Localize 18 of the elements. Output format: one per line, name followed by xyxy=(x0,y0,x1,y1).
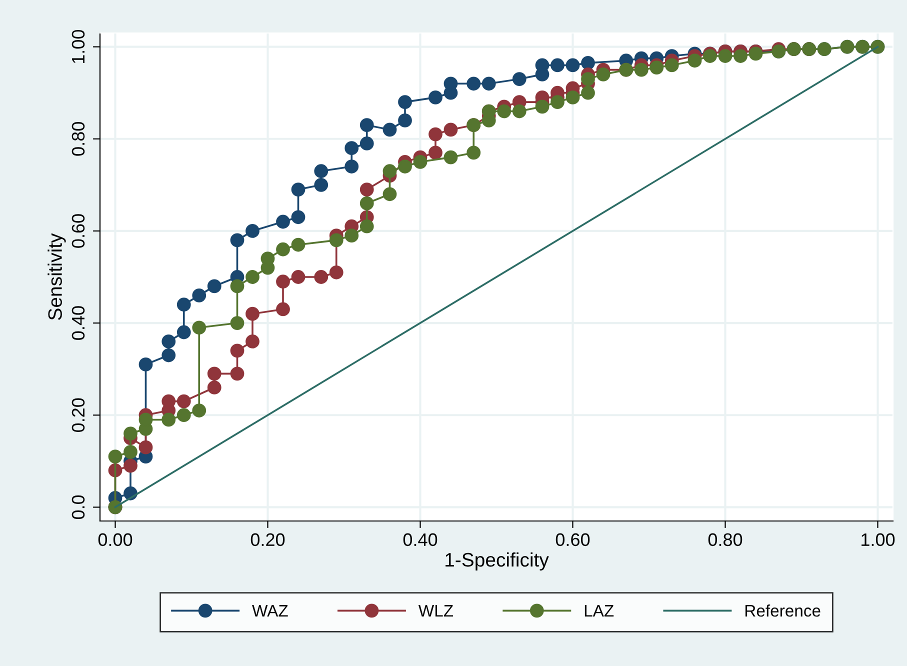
x-tick-label: 0.60 xyxy=(556,533,590,546)
x-tick-label: 0.80 xyxy=(708,533,742,546)
y-axis-title: Sensitivity xyxy=(48,233,66,320)
y-tick-label: 0.40 xyxy=(72,306,85,340)
x-axis-title: 1-Specificity xyxy=(446,552,549,571)
y-tick-label: 0.20 xyxy=(72,398,85,432)
x-tick-label: 0.20 xyxy=(250,533,285,546)
y-tick-label: 1.00 xyxy=(72,30,85,64)
y-tick-label: 0.80 xyxy=(72,122,85,156)
legend-label: Reference xyxy=(745,604,820,617)
legend-label: WLZ xyxy=(418,605,454,617)
legend-label: WAZ xyxy=(252,605,288,617)
y-tick-label: 0.0 xyxy=(72,495,85,520)
x-tick-label: 0.00 xyxy=(98,533,132,546)
x-tick-label: 0.40 xyxy=(403,533,438,546)
legend-label: LAZ xyxy=(584,605,614,617)
x-tick-label: 1.00 xyxy=(862,533,895,546)
y-tick-label: 0.60 xyxy=(72,214,85,248)
